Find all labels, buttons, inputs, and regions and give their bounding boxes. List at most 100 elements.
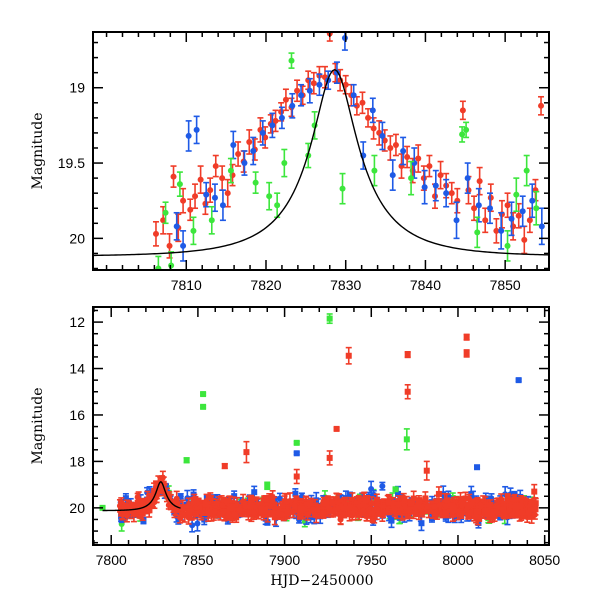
x-tick-label: 7830: [330, 277, 361, 293]
x-tick-label: 7900: [269, 552, 300, 568]
data-point-green: [293, 439, 300, 446]
data-point-green: [155, 255, 162, 270]
data-point-red: [343, 499, 350, 517]
data-point-blue: [333, 61, 340, 85]
data-point-red: [152, 220, 159, 247]
data-point-blue: [389, 159, 396, 191]
data-point-green: [200, 391, 207, 398]
data-point-red: [381, 129, 388, 152]
data-point-blue: [259, 120, 266, 146]
data-point-red: [492, 506, 499, 517]
data-point-blue: [474, 464, 481, 471]
data-point-blue: [241, 150, 248, 176]
data-point-red: [449, 502, 456, 513]
data-point-red: [197, 165, 204, 194]
data-point-green: [326, 313, 333, 325]
data-point-blue: [250, 136, 257, 166]
data-point-red: [426, 154, 433, 178]
data-point-red: [190, 496, 197, 505]
data-point-red: [380, 506, 387, 519]
data-point-red: [310, 71, 317, 95]
data-point-red: [463, 349, 470, 358]
data-point-red: [219, 165, 226, 191]
data-point-red: [482, 502, 489, 518]
data-point-red: [459, 100, 466, 121]
data-point-red: [392, 133, 399, 157]
data-point-blue: [475, 187, 482, 223]
data-point-red: [269, 497, 276, 505]
data-point-blue: [203, 181, 210, 208]
data-point-blue: [269, 112, 276, 139]
data-point-red: [365, 108, 372, 128]
data-point-red: [278, 509, 285, 520]
data-point-red: [448, 181, 455, 205]
data-point-green: [474, 216, 481, 249]
data-point-blue: [369, 97, 376, 124]
x-tick-label: 8000: [442, 552, 473, 568]
data-point-green: [176, 171, 183, 197]
data-point-red: [415, 495, 422, 509]
data-point-red: [246, 129, 253, 155]
data-point-red: [282, 88, 289, 112]
data-point-red: [220, 506, 227, 518]
data-point-red: [211, 504, 218, 519]
data-point-blue: [464, 162, 471, 194]
data-point-red: [347, 502, 354, 513]
data-point-red: [404, 351, 411, 359]
data-point-red: [471, 195, 478, 222]
data-point-red: [187, 198, 194, 222]
data-point-red: [272, 109, 279, 133]
data-point-green: [281, 148, 288, 178]
data-point-red: [464, 502, 471, 510]
data-point-green: [463, 121, 470, 139]
data-point-red: [509, 511, 516, 519]
data-point-red: [391, 499, 398, 517]
data-point-green: [339, 172, 346, 205]
data-point-blue: [432, 169, 439, 202]
data-point-red: [463, 333, 470, 341]
data-point-blue: [306, 77, 313, 104]
data-point-green: [227, 157, 234, 184]
data-point-green: [162, 201, 169, 225]
y-tick-label: 12: [69, 314, 85, 330]
data-point-blue: [508, 201, 515, 237]
data-point-red: [314, 506, 321, 513]
data-point-green: [288, 52, 295, 69]
data-point-blue: [421, 169, 428, 205]
data-point-red: [331, 504, 338, 516]
data-point-red: [526, 207, 533, 234]
data-point-blue: [529, 183, 536, 219]
data-point-blue: [211, 183, 218, 213]
data-point-red: [205, 504, 212, 522]
y-tick-label: 19.5: [58, 155, 85, 171]
data-point-red: [212, 154, 219, 178]
data-point-red: [321, 65, 328, 89]
data-point-red: [404, 145, 411, 169]
plot-frame: [92, 31, 550, 271]
data-point-blue: [498, 211, 505, 250]
data-point-red: [284, 504, 291, 520]
x-tick-label: 7950: [356, 552, 387, 568]
data-point-red: [404, 383, 411, 400]
data-point-red: [322, 496, 329, 510]
data-point-blue: [193, 115, 200, 145]
data-point-red: [459, 496, 466, 513]
data-point-blue: [298, 83, 305, 107]
y-tick-label: 16: [69, 407, 85, 423]
data-point-red: [504, 192, 511, 219]
data-point-blue: [230, 130, 237, 160]
data-point-green: [183, 457, 190, 464]
data-point-red: [360, 507, 367, 515]
data-point-red: [532, 502, 539, 516]
data-point-red: [442, 500, 449, 512]
data-point-red: [221, 462, 228, 470]
data-point-red: [342, 74, 349, 95]
data-point-blue: [453, 201, 460, 240]
data-point-red: [518, 504, 525, 522]
x-tick-label: 7800: [96, 552, 127, 568]
data-point-green: [252, 171, 259, 194]
data-point-green: [311, 111, 318, 140]
model-curve: [93, 68, 549, 257]
data-point-green: [208, 205, 215, 235]
